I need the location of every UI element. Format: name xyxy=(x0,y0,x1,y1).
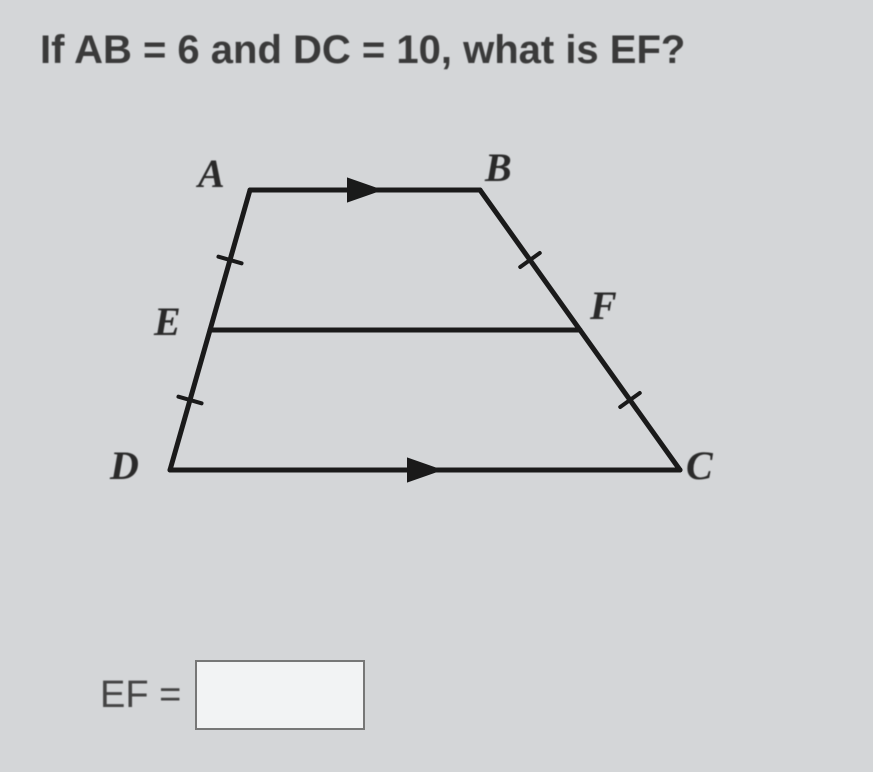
answer-label: EF = xyxy=(100,674,181,717)
trapezoid-diagram: A B E F D C xyxy=(80,140,720,520)
vertex-label-f: F xyxy=(590,282,617,329)
answer-row: EF = xyxy=(100,660,365,730)
vertex-label-b: B xyxy=(485,144,512,191)
vertex-label-c: C xyxy=(686,442,713,489)
vertex-label-e: E xyxy=(154,298,181,345)
question-text: If AB = 6 and DC = 10, what is EF? xyxy=(40,28,833,73)
answer-input[interactable] xyxy=(195,660,365,730)
vertex-label-a: A xyxy=(198,150,225,197)
vertex-label-d: D xyxy=(110,442,139,489)
